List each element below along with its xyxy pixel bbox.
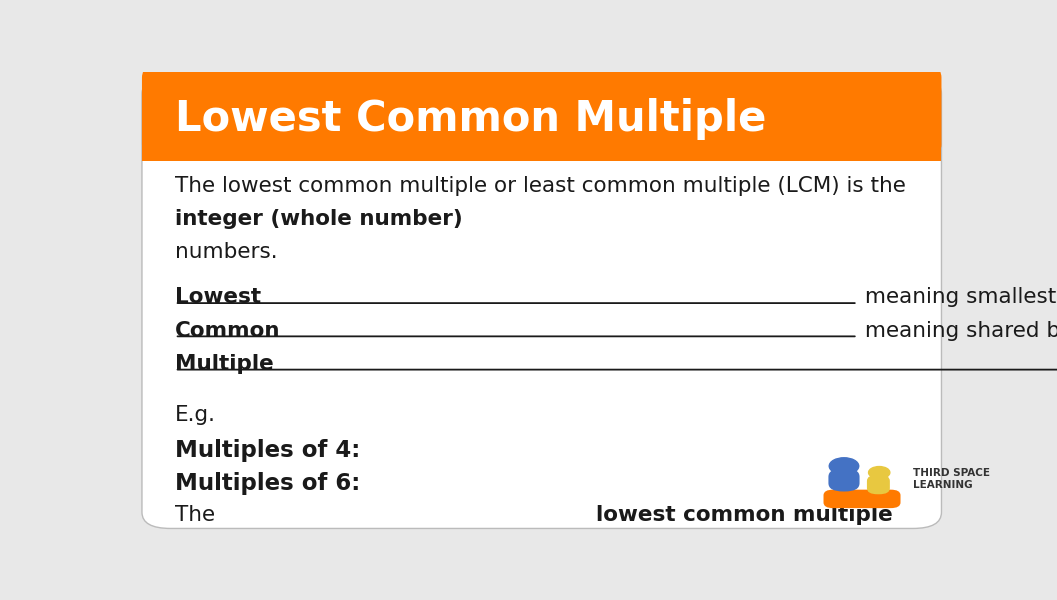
Text: meaning shared between two or more numbers: meaning shared between two or more numbe…: [857, 320, 1057, 341]
Text: lowest common multiple: lowest common multiple: [596, 505, 893, 525]
FancyBboxPatch shape: [829, 469, 859, 491]
Text: LEARNING: LEARNING: [913, 479, 972, 490]
Text: Multiples of 6:: Multiples of 6:: [174, 472, 368, 495]
FancyBboxPatch shape: [142, 77, 942, 529]
Text: meaning smallest number: meaning smallest number: [857, 287, 1057, 307]
Text: Multiple: Multiple: [174, 354, 274, 374]
FancyBboxPatch shape: [142, 61, 942, 161]
Text: numbers.: numbers.: [174, 242, 277, 262]
Text: Common: Common: [174, 320, 280, 341]
Bar: [142, 123, 942, 161]
Text: Lowest Common Multiple: Lowest Common Multiple: [174, 98, 766, 140]
Text: E.g.: E.g.: [174, 406, 216, 425]
Text: THIRD SPACE: THIRD SPACE: [913, 467, 989, 478]
Text: The: The: [174, 505, 222, 525]
FancyBboxPatch shape: [823, 490, 901, 508]
Circle shape: [830, 458, 858, 475]
Text: integer (whole number): integer (whole number): [174, 209, 463, 229]
Text: Lowest: Lowest: [174, 287, 261, 307]
FancyBboxPatch shape: [867, 475, 890, 494]
Text: The lowest common multiple or least common multiple (LCM) is the: The lowest common multiple or least comm…: [174, 176, 912, 196]
Circle shape: [869, 467, 890, 479]
Text: Multiples of 4:: Multiples of 4:: [174, 439, 368, 462]
